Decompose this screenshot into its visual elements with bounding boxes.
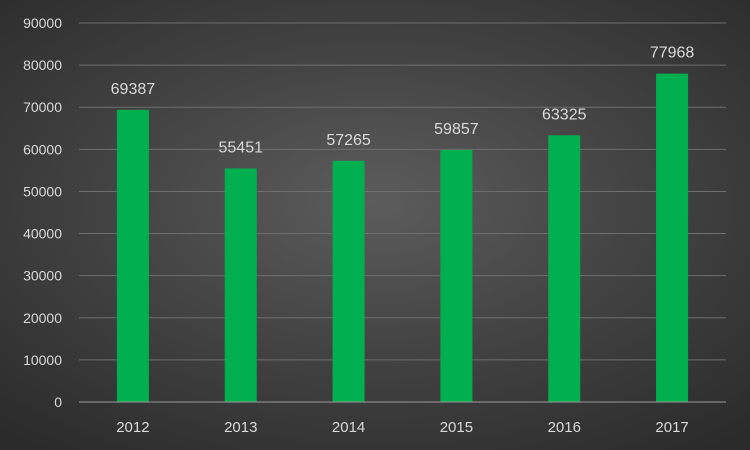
y-tick-label: 0 [54,394,62,410]
bars [116,73,689,402]
y-tick-label: 90000 [23,15,62,31]
x-tick-label-2015: 2015 [440,419,473,436]
y-tick-label: 50000 [23,183,62,199]
bar-2015 [440,149,473,402]
y-tick-label: 30000 [23,268,62,284]
x-tick-label-2016: 2016 [548,419,581,436]
y-tick-label: 20000 [23,310,62,326]
y-tick-label: 60000 [23,141,62,157]
y-tick-label: 10000 [23,352,62,368]
y-tick-label: 40000 [23,226,62,242]
bar-2016 [548,135,581,402]
data-label-2017: 77968 [650,45,695,62]
x-tick-label-2017: 2017 [655,419,688,436]
data-label-2015: 59857 [434,121,479,138]
data-label-2013: 55451 [219,139,264,156]
x-tick-label-2012: 2012 [116,419,149,436]
x-axis-ticks: 2012 2013 2014 2015 2016 2017 [116,419,689,436]
data-label-2012: 69387 [111,81,156,98]
y-tick-label: 80000 [23,57,62,73]
bar-2014 [332,160,365,402]
bar-2012 [116,109,149,402]
data-label-2016: 63325 [542,106,587,123]
data-label-2014: 57265 [326,132,371,149]
data-labels: 69387 55451 57265 59857 63325 77968 [111,45,695,157]
x-tick-label-2014: 2014 [332,419,365,436]
bar-2017 [656,73,689,402]
x-tick-label-2013: 2013 [224,419,257,436]
bar-2013 [224,168,257,402]
y-axis-ticks: 0 10000 20000 30000 40000 50000 60000 70000 8000… [23,15,62,410]
y-tick-label: 70000 [23,99,62,115]
gridlines [79,22,726,361]
